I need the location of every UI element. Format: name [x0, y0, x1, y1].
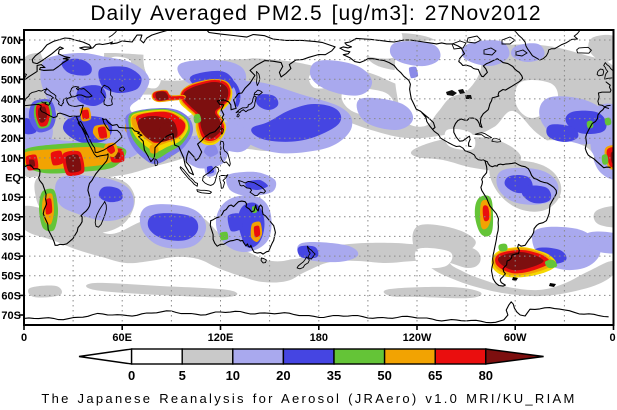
svg-text:10S: 10S	[1, 192, 21, 204]
svg-text:60W: 60W	[504, 332, 527, 344]
svg-text:80: 80	[479, 368, 493, 383]
svg-text:40S: 40S	[1, 251, 21, 263]
svg-text:0: 0	[609, 332, 615, 344]
svg-text:120W: 120W	[403, 332, 432, 344]
svg-text:The Japanese Reanalysis for Ae: The Japanese Reanalysis for Aerosol (JRA…	[41, 391, 576, 406]
svg-text:5: 5	[179, 368, 186, 383]
svg-text:60E: 60E	[112, 332, 132, 344]
svg-text:10: 10	[226, 368, 240, 383]
svg-text:0: 0	[21, 332, 27, 344]
svg-text:40N: 40N	[1, 94, 21, 106]
svg-text:30N: 30N	[1, 114, 21, 126]
svg-text:60N: 60N	[1, 55, 21, 67]
svg-text:20N: 20N	[1, 133, 21, 145]
svg-text:EQ: EQ	[5, 173, 21, 185]
svg-text:20S: 20S	[1, 212, 21, 224]
svg-text:10N: 10N	[1, 153, 21, 165]
svg-text:30S: 30S	[1, 231, 21, 243]
svg-text:180: 180	[310, 332, 328, 344]
svg-text:120E: 120E	[208, 332, 234, 344]
svg-text:70N: 70N	[1, 35, 21, 47]
svg-text:20: 20	[276, 368, 290, 383]
svg-text:50N: 50N	[1, 74, 21, 86]
svg-text:Daily Averaged PM2.5 [ug/m3]:: Daily Averaged PM2.5 [ug/m3]: 27Nov2012	[90, 2, 541, 25]
svg-text:0: 0	[128, 368, 135, 383]
svg-text:60S: 60S	[1, 290, 21, 302]
svg-text:70S: 70S	[1, 310, 21, 322]
svg-text:65: 65	[428, 368, 442, 383]
svg-text:50S: 50S	[1, 271, 21, 283]
svg-text:35: 35	[327, 368, 341, 383]
svg-text:50: 50	[377, 368, 391, 383]
